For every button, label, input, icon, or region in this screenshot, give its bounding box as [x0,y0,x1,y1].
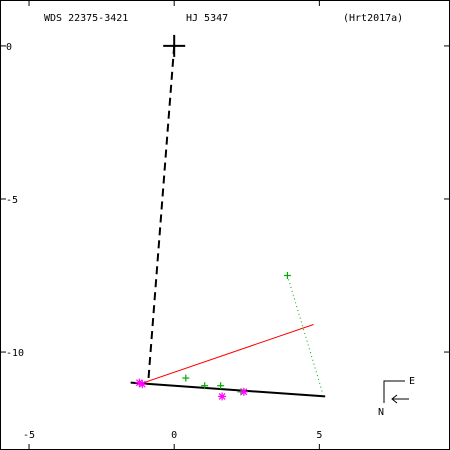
plot-lines [130,45,326,398]
arrow-head [391,394,398,404]
y-tick-label: 0 [6,42,12,53]
north-label: N [378,407,384,418]
measure-point [201,382,209,390]
recent-point [218,392,227,401]
y-tick-label: -5 [6,195,18,206]
x-tick-label: -5 [23,430,35,441]
orientation-indicator: E N [378,376,415,418]
header-ref: (Hrt2017a) [343,13,403,24]
y-tick-label: -10 [6,348,24,359]
dashed-line [147,45,176,385]
red-line [139,324,314,385]
east-label: E [409,376,415,387]
measure-point [217,382,225,390]
recent-point [138,380,147,389]
orientation-corner [383,380,405,403]
orbit-line [130,381,326,398]
plot-points [135,34,291,401]
measure-point [182,374,190,382]
x-tick-label: 0 [171,430,177,441]
header-wds: WDS 22375-3421 [44,13,128,24]
x-tick-label: 5 [316,430,322,441]
measure-point [283,272,291,280]
recent-point [239,387,248,396]
green-dotted-line [286,275,323,392]
header-disc: HJ 5347 [186,13,228,24]
